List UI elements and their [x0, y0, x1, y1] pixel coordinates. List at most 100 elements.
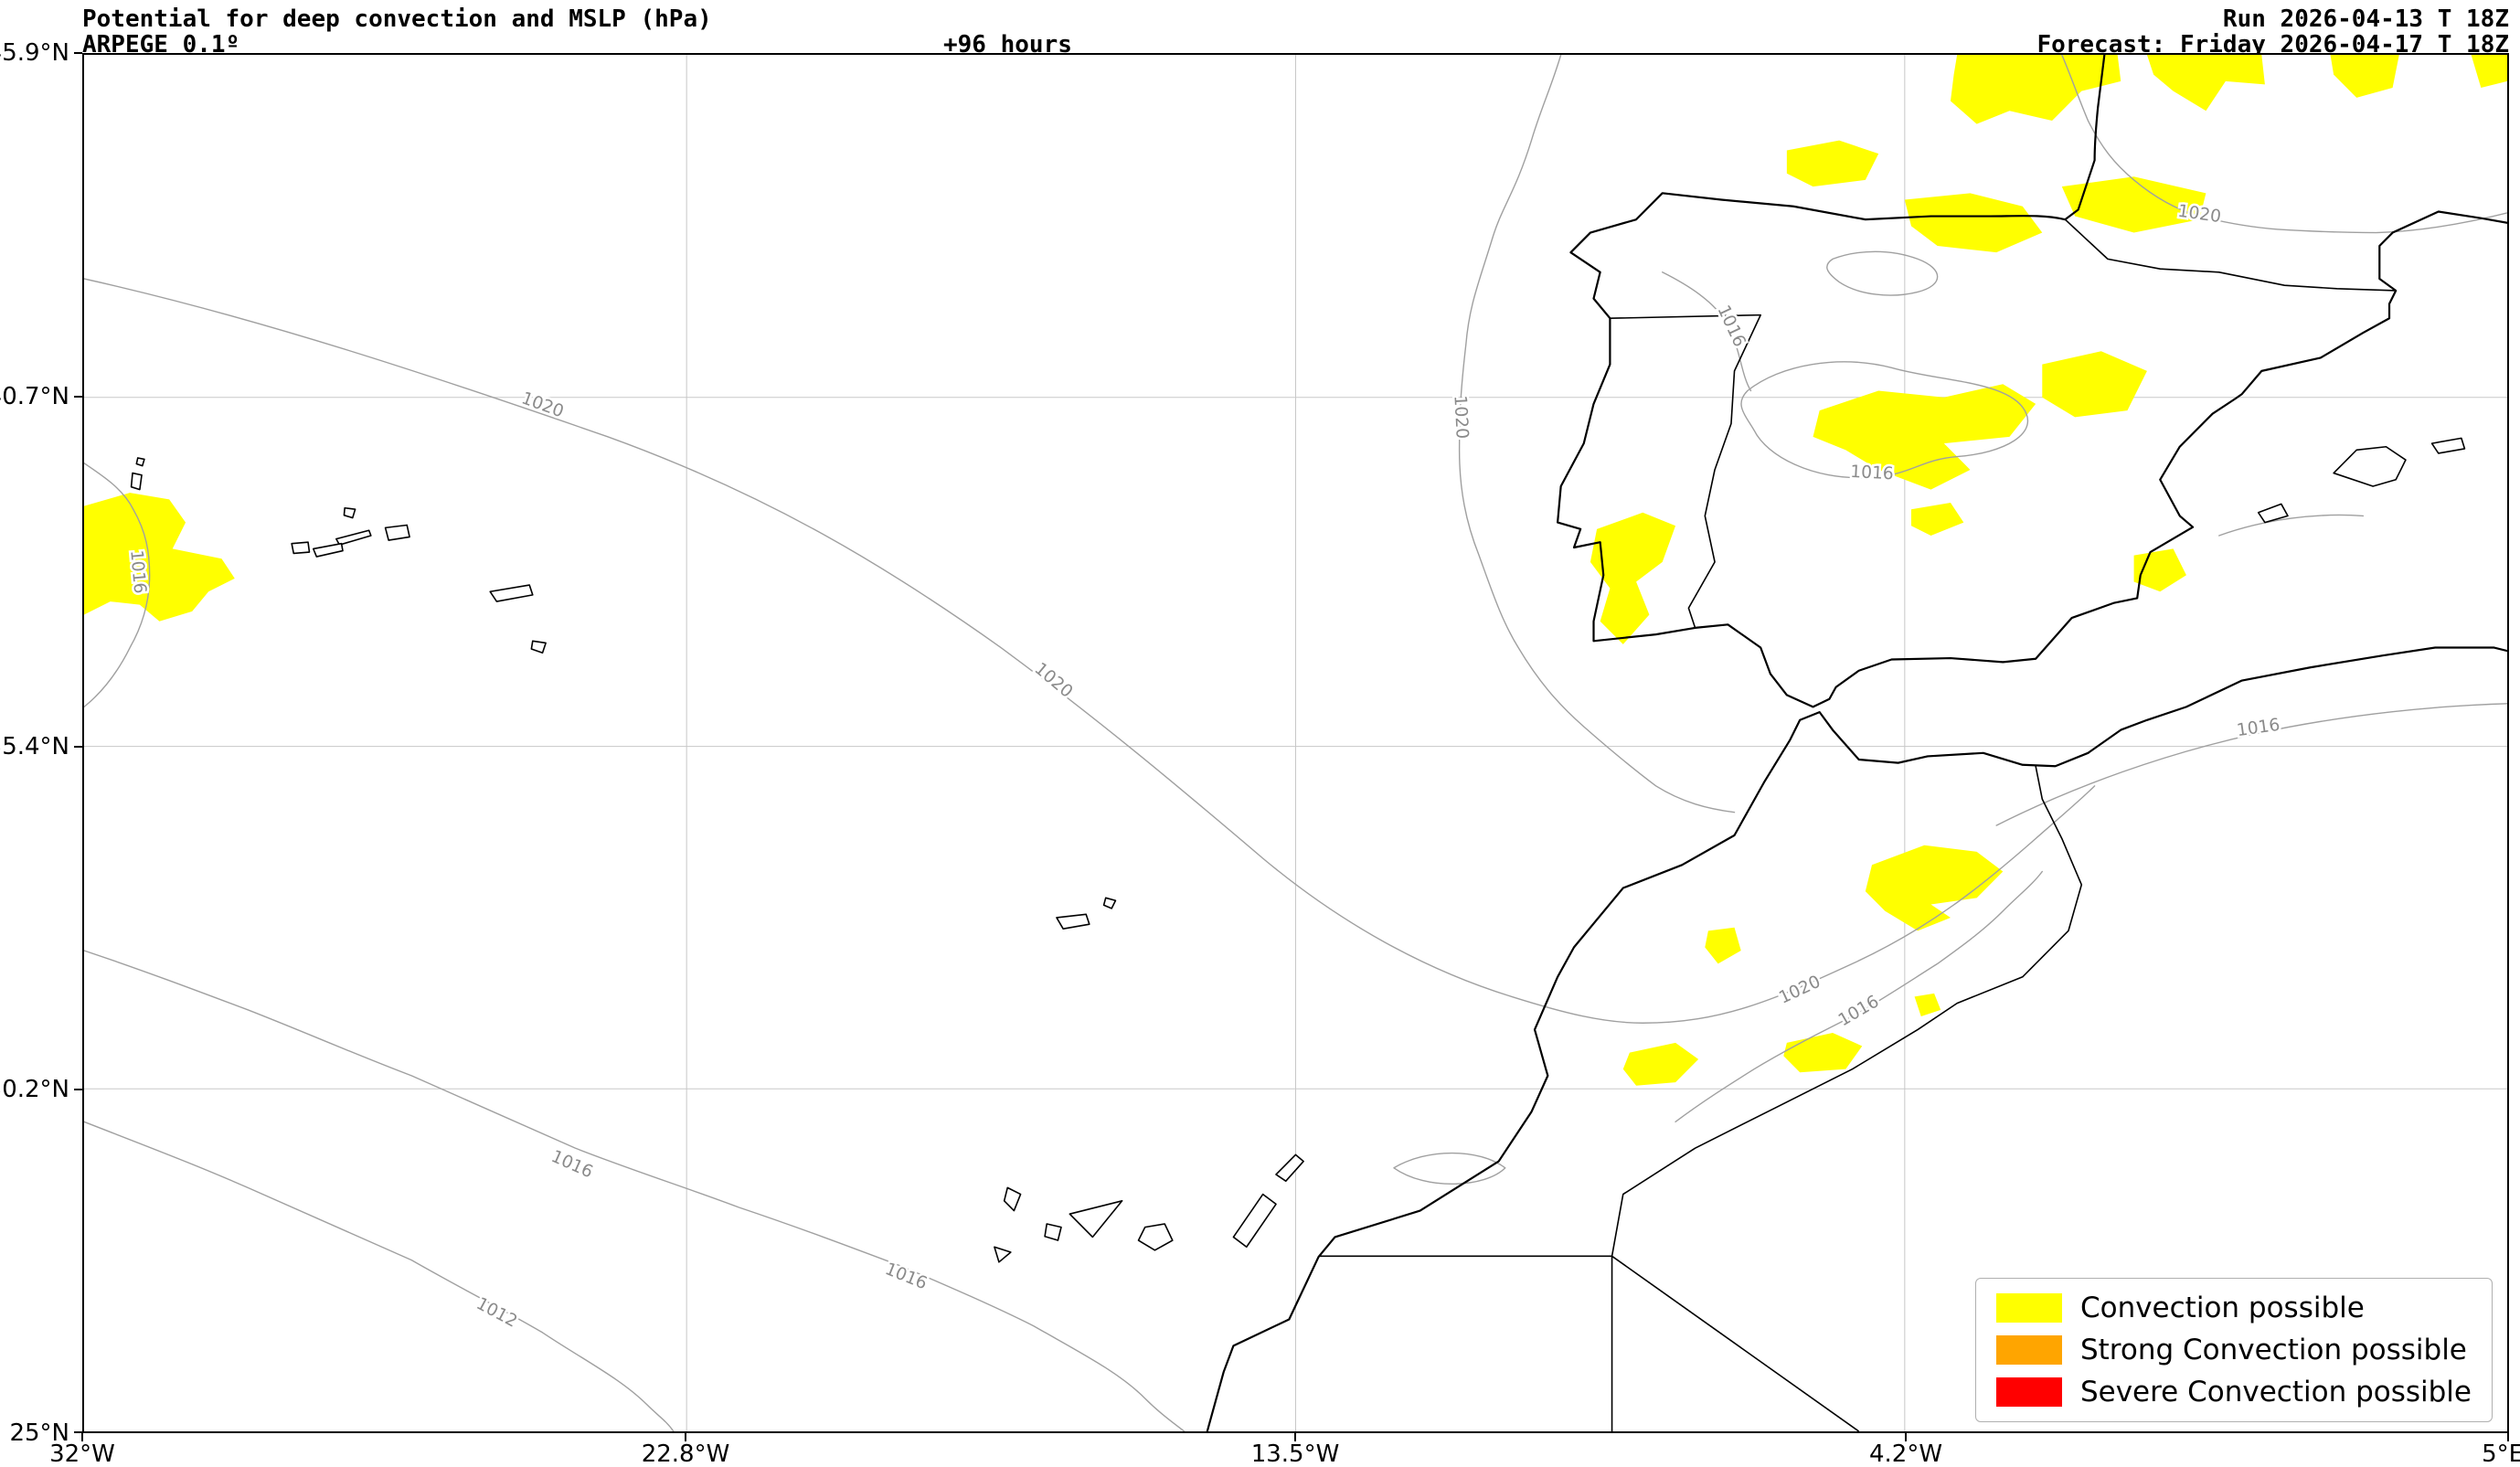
isobar-balearic-arc [2219, 516, 2364, 537]
border-france-spain [2065, 219, 2396, 291]
island-fuerteventura [1233, 1195, 1276, 1248]
island-flores [132, 473, 142, 490]
legend-item-severe-convection: Severe Convection possible [1995, 1376, 2472, 1409]
island-terceira [386, 525, 410, 540]
border-algeria-mauritania [1612, 1256, 1859, 1431]
legend-label-strong-convection: Strong Convection possible [2079, 1334, 2467, 1366]
isobar-label: 1016 [1713, 303, 1749, 350]
x-tick-mark [81, 1433, 83, 1441]
y-tick-label: 35.4°N [0, 733, 69, 760]
isobar-label: 1020 [2176, 202, 2222, 227]
isobar-label: 1020 [1031, 659, 1077, 702]
y-axis: 45.9°N 40.7°N 35.4°N 30.2°N 25°N [0, 0, 75, 1467]
coastlines [1207, 55, 2507, 1431]
convection-area-pyrenees [2061, 176, 2206, 233]
convection-areas [84, 55, 2507, 1086]
isobar-lines [84, 55, 2507, 1431]
convection-area-east-spain [2042, 351, 2147, 418]
y-tick-mark [74, 52, 82, 54]
legend-label-severe-convection: Severe Convection possible [2079, 1376, 2472, 1409]
isobar-1016-azores [84, 463, 150, 707]
isobar-agadir-loop [1394, 1153, 1505, 1185]
island-graciosa [344, 508, 355, 518]
legend-swatch-severe-convection [1995, 1377, 2062, 1407]
island-pico [314, 544, 343, 557]
legend-item-convection: Convection possible [1995, 1292, 2472, 1324]
isobar-label: 1016 [1850, 462, 1894, 484]
isobar-1016-nw-spain [1663, 272, 1751, 391]
convection-area-portugal [1590, 512, 1676, 644]
isobar-1016-southwest [84, 951, 1185, 1431]
convection-area-east-atlas [1865, 845, 2004, 931]
isobar-1016-atlas [1675, 872, 2042, 1122]
border-morocco-algeria [1612, 766, 2082, 1256]
isobar-label: 1016 [882, 1260, 930, 1293]
convection-area-south-atlas [1783, 1033, 1863, 1073]
convection-area-west-atlas [1622, 1042, 1699, 1086]
y-tick-mark [74, 1431, 82, 1433]
x-tick-mark [1905, 1433, 1907, 1441]
convection-area-atlas-speck [1914, 993, 1941, 1017]
island-madeira [1057, 914, 1090, 929]
run-timestamp: Run 2026-04-13 T 18Z [2222, 5, 2509, 33]
y-tick-mark [74, 396, 82, 398]
isobar-1020-atlantic [84, 279, 2095, 1023]
isobar-label: 1020 [1450, 395, 1471, 440]
isobar-label: 1020 [1776, 973, 1824, 1008]
island-faial [292, 542, 309, 553]
y-tick-label: 30.2°N [0, 1076, 69, 1103]
island-menorca [2432, 438, 2465, 453]
y-tick-label: 25°N [9, 1419, 69, 1447]
legend-item-strong-convection: Strong Convection possible [1995, 1334, 2472, 1366]
border-portugal-spain [1610, 315, 1760, 628]
convection-area-cantabrian-sea [1786, 140, 1879, 187]
grid-lines [84, 55, 2507, 1431]
map-plot-area: 1016 1020 1020 1020 1020 1020 1016 1016 1016 1016… [82, 53, 2509, 1433]
island-lanzarote [1276, 1154, 1303, 1181]
legend-label-convection: Convection possible [2079, 1292, 2365, 1324]
isobar-1012-southwest [84, 1122, 674, 1431]
isobar-label: 1016 [2236, 716, 2281, 740]
island-la-gomera [1045, 1224, 1061, 1240]
y-tick-mark [74, 746, 82, 748]
chart-title: Potential for deep convection and MSLP (… [82, 5, 712, 33]
map-svg: 1016 1020 1020 1020 1020 1020 1016 1016 1016 1016… [84, 55, 2507, 1431]
isobar-label: 1012 [473, 1294, 521, 1332]
isobar-label: 1016 [126, 549, 149, 594]
convection-area-central-spain [1813, 384, 2036, 490]
y-tick-label: 40.7°N [0, 383, 69, 410]
island-sao-miguel [490, 585, 533, 601]
convection-area-france-east [2330, 55, 2399, 98]
x-tick-mark [2507, 1433, 2509, 1441]
island-santa-maria [531, 641, 546, 653]
isobar-1016-central-spain [1741, 362, 2028, 478]
convection-area-biscay-france [1950, 55, 2121, 124]
islands [132, 438, 2465, 1261]
x-tick-label: 13.5°W [1250, 1440, 1340, 1467]
island-la-palma [1005, 1187, 1021, 1210]
isobar-1016-mediterranean [1996, 704, 2507, 825]
convection-area-south-central-spain [1910, 502, 1964, 537]
x-tick-label: 22.8°W [641, 1440, 730, 1467]
isobar-label: 1016 [548, 1147, 596, 1183]
coastline-north-africa [1207, 648, 2507, 1431]
y-tick-label: 45.9°N [0, 39, 69, 67]
convection-area-azores [84, 493, 235, 622]
x-tick-label: 32°W [49, 1440, 115, 1467]
island-tenerife [1069, 1201, 1122, 1238]
x-tick-label: 4.2°W [1868, 1440, 1943, 1467]
island-corvo [136, 458, 144, 466]
island-sao-jorge [336, 530, 371, 545]
y-tick-mark [74, 1089, 82, 1090]
x-tick-mark [685, 1433, 686, 1441]
isobar-label: 1020 [519, 388, 567, 421]
convection-area-south-france [2146, 55, 2265, 112]
legend: Convection possible Strong Convection po… [1974, 1278, 2493, 1422]
country-borders [1319, 219, 2397, 1431]
legend-swatch-convection [1995, 1293, 2062, 1323]
convection-area-morocco-small [1705, 927, 1741, 964]
island-porto-santo [1104, 898, 1116, 909]
isobar-labels: 1016 1020 1020 1020 1020 1020 1016 1016 1016 1016… [124, 199, 2283, 1334]
island-gran-canaria [1139, 1224, 1173, 1250]
island-mallorca [2334, 447, 2406, 486]
